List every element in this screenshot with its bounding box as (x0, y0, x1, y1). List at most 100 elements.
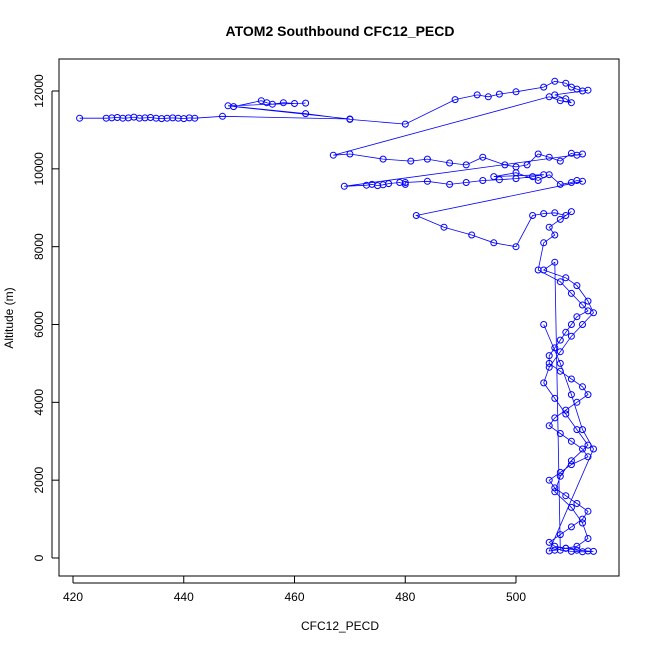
data-point (346, 150, 354, 158)
data-point (556, 472, 564, 480)
data-point (573, 500, 581, 507)
data-point (540, 379, 548, 387)
data-point (545, 538, 553, 546)
data-point (590, 547, 597, 555)
data-point (562, 492, 570, 500)
x-axis: 420 440 460 480 500 (63, 576, 526, 604)
data-point (584, 535, 592, 542)
data-point (556, 336, 564, 344)
data-point (423, 177, 431, 185)
data-point (329, 151, 337, 159)
y-tick-label: 0 (32, 554, 46, 561)
data-point (501, 161, 509, 169)
data-point (579, 177, 586, 185)
data-point (534, 150, 542, 158)
data-point (556, 359, 564, 367)
data-point (590, 445, 597, 453)
y-axis-label: Altitude (m) (2, 287, 16, 348)
data-point (556, 157, 564, 165)
data-point (567, 457, 575, 465)
y-tick-label: 12000 (32, 74, 46, 108)
data-point (224, 102, 232, 110)
data-point (462, 161, 470, 169)
data-point (545, 153, 553, 161)
series-line (79, 80, 594, 553)
data-point (473, 91, 481, 99)
data-point (567, 375, 575, 383)
data-point (512, 243, 520, 251)
data-point (407, 157, 415, 165)
data-point (567, 332, 575, 340)
data-point (540, 83, 548, 91)
data-point (219, 112, 226, 120)
data-point (579, 150, 586, 158)
data-point (545, 171, 553, 179)
data-point (76, 114, 84, 122)
data-point (340, 182, 348, 190)
data-point (556, 348, 564, 356)
data-point (279, 99, 287, 107)
data-point (556, 97, 564, 105)
data-point (540, 210, 548, 218)
data-point (584, 441, 592, 449)
data-point (573, 542, 581, 550)
x-tick-label: 500 (506, 590, 526, 604)
data-point (567, 321, 575, 328)
data-point (540, 239, 548, 247)
data-point (495, 176, 503, 184)
data-point (529, 212, 537, 219)
data-point (545, 223, 553, 231)
data-point (567, 503, 575, 511)
data-point (379, 155, 387, 163)
data-point (551, 344, 559, 352)
data-point (556, 367, 564, 375)
data-point (529, 173, 537, 181)
data-point (401, 179, 409, 186)
data-point (540, 321, 548, 328)
data-point (346, 115, 354, 123)
data-point (385, 180, 393, 188)
data-point (551, 488, 559, 496)
data-point (540, 266, 548, 274)
y-tick-label: 4000 (32, 389, 46, 416)
data-point (556, 278, 564, 286)
y-tick-label: 8000 (32, 233, 46, 260)
data-point (567, 289, 575, 297)
data-point (534, 177, 542, 184)
data-point (579, 548, 586, 556)
data-point (401, 180, 409, 188)
data-point (556, 531, 564, 539)
y-tick-label: 6000 (32, 311, 46, 338)
x-axis-label: CFC12_PECD (301, 619, 379, 633)
data-point (562, 328, 570, 336)
data-point (451, 96, 459, 104)
data-point (512, 88, 520, 96)
data-point (412, 212, 420, 219)
data-point (590, 309, 597, 317)
data-point (573, 282, 581, 290)
data-point (523, 161, 531, 169)
plot-frame (58, 58, 620, 577)
data-point (484, 93, 492, 101)
data-point (302, 99, 310, 107)
data-point (551, 414, 559, 422)
data-point (401, 120, 409, 128)
data-point (545, 352, 553, 360)
data-point (490, 239, 498, 247)
data-point (551, 484, 559, 492)
data-point (446, 180, 454, 188)
data-point (551, 542, 559, 550)
data-point (551, 258, 559, 266)
data-point (562, 544, 570, 552)
data-point (562, 274, 570, 282)
data-point (490, 173, 498, 181)
data-point (573, 398, 581, 406)
y-axis: 0 2000 4000 6000 8000 10000 12000 (32, 74, 59, 561)
data-point (562, 79, 570, 87)
data-point (562, 212, 570, 219)
data-point (302, 110, 310, 118)
plot-area (76, 77, 597, 556)
data-point (562, 410, 570, 418)
data-point (579, 519, 586, 527)
data-point (567, 437, 575, 445)
